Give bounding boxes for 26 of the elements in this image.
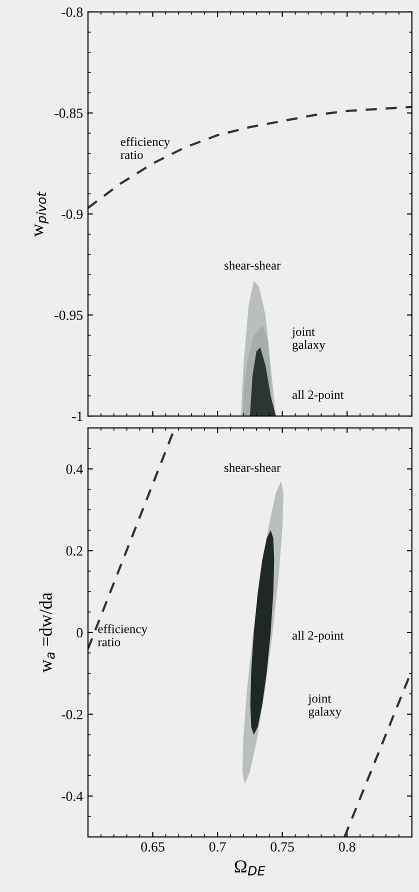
annotation: all 2-point xyxy=(292,630,344,642)
y-tick-label: 0.4 xyxy=(66,464,83,474)
x-tick-label: 0.7 xyxy=(209,842,226,852)
y-tick-label: -0.9 xyxy=(62,210,83,220)
y-axis-title: w$_{pivot}$ xyxy=(34,191,49,237)
x-tick-label: 0.75 xyxy=(270,842,294,852)
y-tick-label: -1 xyxy=(72,412,82,421)
annotation: shear-shear xyxy=(224,260,281,270)
annotation: joint galaxy xyxy=(308,694,342,718)
y-tick-label: 0.2 xyxy=(66,546,82,556)
y-tick-label: 0 xyxy=(76,628,83,638)
y-axis-title: w$_{a}$ =dw/da xyxy=(39,592,55,673)
y-tick-label: -0.85 xyxy=(54,108,83,118)
line-series xyxy=(88,106,412,210)
y-tick-label: -0.2 xyxy=(62,710,82,720)
annotation: all 2-point xyxy=(292,390,344,402)
annotation: joint galaxy xyxy=(292,327,326,352)
x-tick-label: 0.8 xyxy=(338,842,356,852)
x-tick-label: 0.65 xyxy=(141,842,164,852)
y-tick-label: -0.4 xyxy=(62,792,83,802)
x-axis-title: Ω$_{DE}$ xyxy=(234,860,266,876)
annotation: efficiency ratio xyxy=(120,137,170,160)
y-tick-label: -0.8 xyxy=(62,8,83,17)
annotation: shear-shear xyxy=(224,463,281,472)
y-tick-label: -0.95 xyxy=(54,310,83,320)
annotation: efficiency ratio xyxy=(98,624,148,646)
